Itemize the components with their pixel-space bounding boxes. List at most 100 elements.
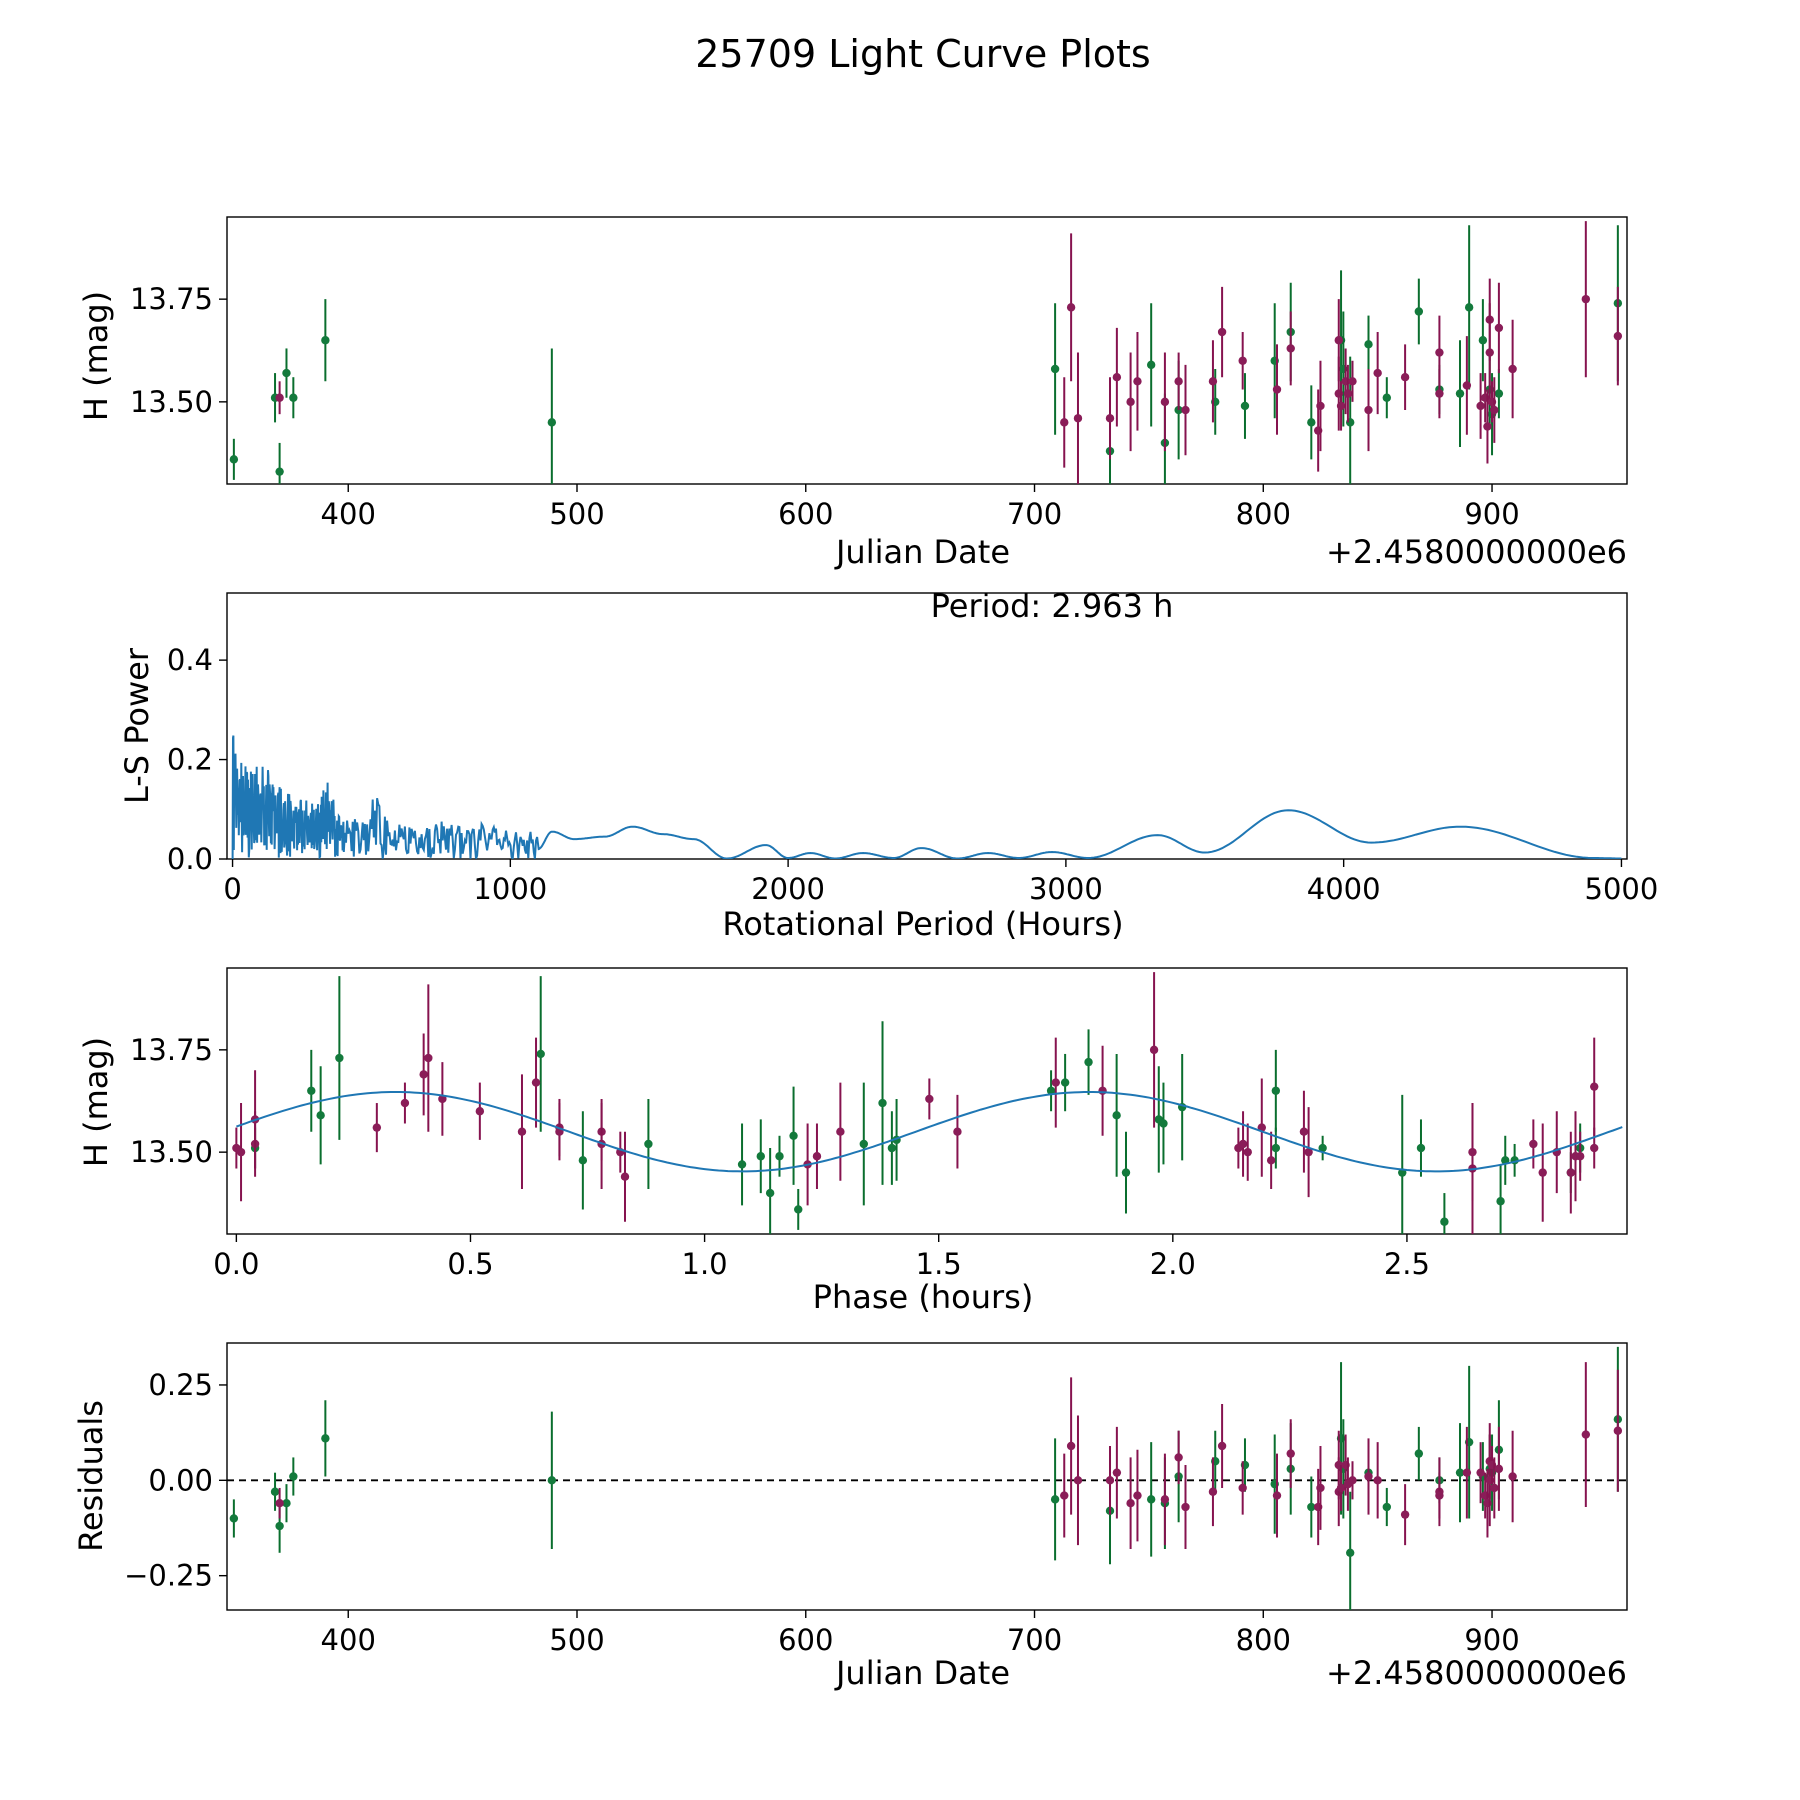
periodogram-series-line (231, 735, 1622, 859)
residuals-maroon-point (1112, 1468, 1122, 1477)
residuals-maroon-point (1613, 1426, 1623, 1435)
light-curve-green-point (1382, 393, 1392, 402)
residuals-maroon-point (1073, 1476, 1083, 1485)
phased-curve-panel: Phase (hours) H (mag) 0.0 0.5 1.0 1.5 2.0 2.5… (77, 967, 1628, 1316)
residuals-xtick-label: 400 (321, 1623, 376, 1657)
phased-maroon-point (400, 1098, 410, 1108)
residuals-xtick-label: 600 (778, 1623, 833, 1657)
light-curve-maroon-point (1364, 405, 1373, 415)
phased-xtick-label: 2.0 (1150, 1247, 1196, 1281)
residuals-xtick-label: 700 (1007, 1623, 1062, 1657)
light-curve-green-point (1240, 401, 1250, 411)
phased-maroon-point (1538, 1168, 1547, 1177)
phased-green-point (1121, 1168, 1131, 1177)
light-curve-green-point (282, 368, 291, 378)
residuals-green-point (275, 1521, 284, 1531)
phased-maroon-point (438, 1094, 447, 1104)
light-curve-green-point (1364, 340, 1373, 349)
light-curve-green-point (1494, 389, 1504, 398)
light-curve-maroon-point (1373, 368, 1382, 378)
phased-green-point (737, 1160, 747, 1169)
residuals-green-point (289, 1472, 298, 1481)
residuals-maroon-point (1348, 1476, 1357, 1485)
phased-maroon-point (836, 1127, 845, 1136)
periodogram-ytick-label: 0.4 (167, 643, 213, 677)
figure-title: 25709 Light Curve Plots (695, 32, 1150, 76)
residuals-green-point (282, 1499, 291, 1508)
periodogram-xtick-label: 0 (223, 872, 241, 906)
phased-frame (226, 967, 1628, 1235)
residuals-points-layer (229, 1346, 1623, 1610)
phased-maroon-point (1098, 1086, 1107, 1095)
light-curve-maroon-point (1160, 397, 1170, 407)
light-curve-green-point (1414, 307, 1424, 316)
light-curve-maroon-point (1112, 373, 1122, 382)
light-curve-maroon-point (275, 393, 284, 402)
residuals-maroon-point (1476, 1468, 1485, 1477)
light-curve-maroon-point (1217, 327, 1227, 337)
light-curve-maroon-point (1435, 348, 1444, 357)
phased-ytick-label: 13.50 (130, 1135, 213, 1169)
light-curve-ytick-label: 13.75 (130, 282, 213, 316)
phased-green-point (1271, 1143, 1281, 1153)
periodogram-ylabel: L-S Power (118, 647, 156, 804)
phased-green-point (1046, 1086, 1056, 1095)
light-curve-xtick-label: 800 (1236, 497, 1291, 531)
phased-green-point (1440, 1217, 1449, 1226)
light-curve-green-point (1478, 336, 1488, 345)
residuals-xlabel: Julian Date (834, 1654, 1010, 1692)
phased-xtick-label: 2.5 (1384, 1247, 1430, 1281)
residuals-maroon-point (1174, 1453, 1183, 1462)
residuals-maroon-point (1462, 1468, 1472, 1477)
residuals-maroon-point (1272, 1491, 1282, 1500)
residuals-maroon-point (1373, 1476, 1382, 1485)
residuals-green-point (1382, 1502, 1392, 1512)
phased-green-point (1159, 1119, 1168, 1128)
residuals-maroon-point (1581, 1430, 1591, 1439)
residuals-maroon-point (1133, 1491, 1142, 1500)
light-curve-maroon-point (1476, 401, 1485, 411)
phased-green-point (794, 1205, 803, 1214)
phased-green-point (1271, 1086, 1281, 1095)
light-curve-green-point (1455, 389, 1465, 398)
light-curve-maroon-point (1133, 377, 1142, 386)
periodogram-xtick-label: 5000 (1585, 872, 1659, 906)
residuals-frame (226, 1342, 1628, 1611)
phased-green-point (335, 1053, 344, 1063)
residuals-maroon-point (1060, 1491, 1069, 1500)
phased-maroon-point (236, 1147, 246, 1157)
periodogram-xtick-label: 2000 (751, 872, 825, 906)
phased-xtick-label: 0.5 (447, 1247, 493, 1281)
periodogram-panel: Rotational Period (Hours) L-S Power Peri… (118, 587, 1658, 943)
light-curve-ytick-label: 13.50 (130, 385, 213, 419)
periodogram-ytick-label: 0.2 (167, 743, 213, 777)
phased-xtick-label: 0.0 (213, 1247, 259, 1281)
light-curve-maroon-point (1581, 294, 1591, 304)
light-curve-xtick-label: 400 (321, 497, 376, 531)
light-curve-green-point (289, 393, 298, 402)
residuals-green-point (229, 1514, 239, 1523)
phased-green-point (316, 1111, 325, 1120)
residuals-ylabel: Residuals (72, 1400, 110, 1552)
residuals-maroon-point (275, 1499, 284, 1508)
phased-green-point (775, 1152, 784, 1161)
phased-green-point (887, 1143, 897, 1153)
light-curve-maroon-point (1485, 348, 1494, 357)
light-curve-maroon-point (1508, 364, 1517, 374)
residuals-green-point (1307, 1502, 1316, 1512)
phased-maroon-point (531, 1078, 541, 1087)
phased-maroon-point (1590, 1082, 1599, 1091)
phased-green-point (1318, 1143, 1327, 1153)
phased-green-point (1060, 1078, 1070, 1087)
phased-maroon-point (812, 1152, 822, 1161)
phased-maroon-point (1243, 1147, 1252, 1157)
light-curve-green-point (321, 336, 330, 345)
light-curve-maroon-point (1272, 385, 1282, 394)
light-curve-maroon-point (1238, 356, 1247, 365)
residuals-maroon-point (1286, 1449, 1295, 1458)
residuals-maroon-point (1160, 1495, 1170, 1504)
residuals-maroon-point (1435, 1491, 1444, 1500)
light-curve-panel: Julian Date H (mag) +2.4580000000e6 400 5… (77, 216, 1628, 571)
residuals-green-point (1414, 1449, 1424, 1458)
